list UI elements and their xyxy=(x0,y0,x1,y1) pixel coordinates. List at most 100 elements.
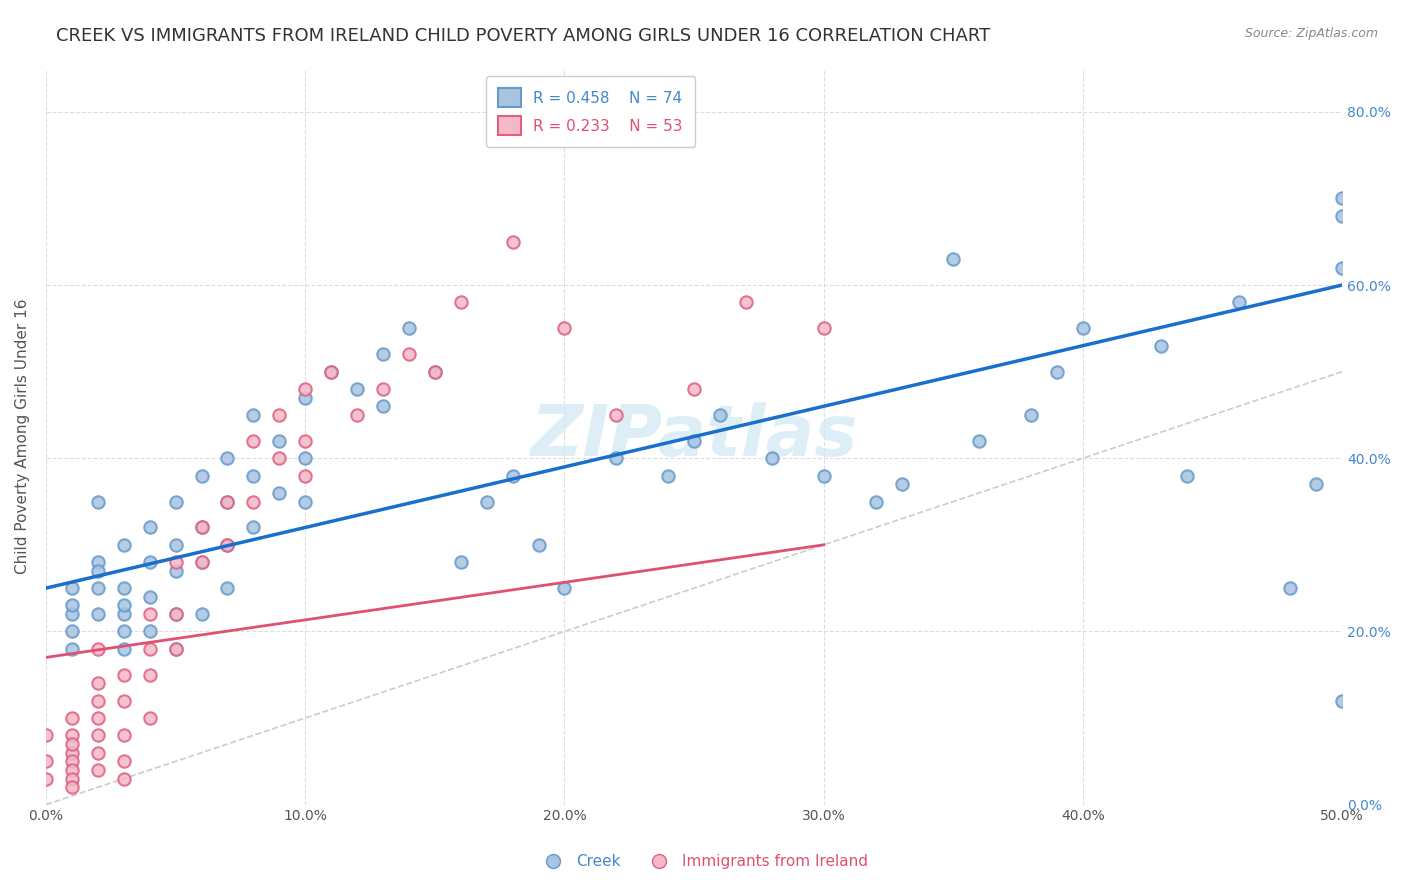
Creek xyxy=(60,641,83,656)
Immigrants from Ireland xyxy=(87,728,110,742)
Creek xyxy=(475,494,498,508)
Creek xyxy=(165,538,187,552)
Immigrants from Ireland xyxy=(138,667,160,681)
Immigrants from Ireland xyxy=(112,667,135,681)
Creek xyxy=(1331,191,1354,205)
Immigrants from Ireland xyxy=(294,468,316,483)
Creek xyxy=(1175,468,1198,483)
Legend: R = 0.458    N = 74, R = 0.233    N = 53: R = 0.458 N = 74, R = 0.233 N = 53 xyxy=(486,76,695,147)
Creek xyxy=(60,581,83,595)
Immigrants from Ireland xyxy=(112,728,135,742)
Creek xyxy=(242,468,264,483)
Creek xyxy=(813,468,835,483)
Immigrants from Ireland xyxy=(60,711,83,725)
Creek xyxy=(1150,338,1173,352)
Immigrants from Ireland xyxy=(269,408,291,422)
Immigrants from Ireland xyxy=(138,607,160,621)
Immigrants from Ireland xyxy=(683,382,706,396)
Creek xyxy=(865,494,887,508)
Creek xyxy=(87,494,110,508)
Creek xyxy=(709,408,731,422)
Creek xyxy=(165,494,187,508)
Immigrants from Ireland xyxy=(87,763,110,777)
Creek xyxy=(138,624,160,639)
Immigrants from Ireland xyxy=(165,555,187,569)
Immigrants from Ireland xyxy=(60,754,83,768)
Creek xyxy=(190,520,212,534)
Creek xyxy=(527,538,550,552)
Immigrants from Ireland xyxy=(60,780,83,795)
Creek xyxy=(398,321,420,335)
Immigrants from Ireland xyxy=(112,754,135,768)
Creek xyxy=(112,607,135,621)
Creek xyxy=(371,347,394,361)
Creek xyxy=(112,624,135,639)
Immigrants from Ireland xyxy=(605,408,627,422)
Immigrants from Ireland xyxy=(165,641,187,656)
Creek xyxy=(1227,295,1250,310)
Creek xyxy=(112,641,135,656)
Immigrants from Ireland xyxy=(87,746,110,760)
Creek xyxy=(138,590,160,604)
Creek xyxy=(1331,260,1354,275)
Immigrants from Ireland xyxy=(87,641,110,656)
Creek xyxy=(60,624,83,639)
Creek xyxy=(294,494,316,508)
Y-axis label: Child Poverty Among Girls Under 16: Child Poverty Among Girls Under 16 xyxy=(15,299,30,574)
Creek xyxy=(346,382,368,396)
Creek xyxy=(294,451,316,466)
Legend: Creek, Immigrants from Ireland: Creek, Immigrants from Ireland xyxy=(531,848,875,875)
Creek xyxy=(112,538,135,552)
Creek xyxy=(165,607,187,621)
Immigrants from Ireland xyxy=(112,772,135,786)
Creek xyxy=(1331,209,1354,223)
Immigrants from Ireland xyxy=(217,494,239,508)
Immigrants from Ireland xyxy=(294,382,316,396)
Creek xyxy=(553,581,575,595)
Creek xyxy=(1046,365,1069,379)
Immigrants from Ireland xyxy=(553,321,575,335)
Creek xyxy=(217,581,239,595)
Creek xyxy=(87,564,110,578)
Immigrants from Ireland xyxy=(735,295,758,310)
Immigrants from Ireland xyxy=(138,641,160,656)
Immigrants from Ireland xyxy=(35,754,58,768)
Creek xyxy=(242,408,264,422)
Creek xyxy=(165,641,187,656)
Immigrants from Ireland xyxy=(60,728,83,742)
Text: CREEK VS IMMIGRANTS FROM IRELAND CHILD POVERTY AMONG GIRLS UNDER 16 CORRELATION : CREEK VS IMMIGRANTS FROM IRELAND CHILD P… xyxy=(56,27,990,45)
Creek xyxy=(683,434,706,448)
Immigrants from Ireland xyxy=(294,434,316,448)
Creek xyxy=(450,555,472,569)
Immigrants from Ireland xyxy=(60,763,83,777)
Creek xyxy=(761,451,783,466)
Immigrants from Ireland xyxy=(60,772,83,786)
Immigrants from Ireland xyxy=(87,711,110,725)
Creek xyxy=(269,434,291,448)
Immigrants from Ireland xyxy=(423,365,446,379)
Immigrants from Ireland xyxy=(35,772,58,786)
Creek xyxy=(165,564,187,578)
Immigrants from Ireland xyxy=(87,676,110,690)
Immigrants from Ireland xyxy=(87,694,110,708)
Creek xyxy=(371,399,394,413)
Text: ZIPatlas: ZIPatlas xyxy=(530,402,858,471)
Creek xyxy=(190,555,212,569)
Creek xyxy=(321,365,343,379)
Creek xyxy=(294,391,316,405)
Creek xyxy=(1279,581,1302,595)
Creek xyxy=(217,538,239,552)
Creek xyxy=(112,599,135,613)
Immigrants from Ireland xyxy=(60,746,83,760)
Creek xyxy=(112,581,135,595)
Creek xyxy=(1331,694,1354,708)
Creek xyxy=(190,468,212,483)
Creek xyxy=(423,365,446,379)
Creek xyxy=(1019,408,1042,422)
Text: Source: ZipAtlas.com: Source: ZipAtlas.com xyxy=(1244,27,1378,40)
Immigrants from Ireland xyxy=(217,538,239,552)
Immigrants from Ireland xyxy=(398,347,420,361)
Creek xyxy=(942,252,965,266)
Immigrants from Ireland xyxy=(138,711,160,725)
Immigrants from Ireland xyxy=(242,494,264,508)
